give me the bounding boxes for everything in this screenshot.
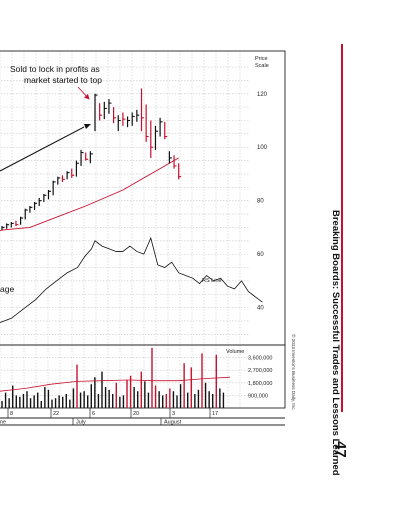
- volume-bars: [1, 347, 225, 408]
- price-bars: [1, 88, 182, 231]
- volume-moving-average: [0, 376, 231, 392]
- price-bar: [66, 171, 70, 180]
- price-tick-labels: 120 100 80 60 40: [257, 92, 268, 312]
- annotation-line-1: Sold to lock in profits as: [10, 64, 100, 74]
- price-bar: [24, 208, 28, 220]
- month-label: August: [164, 420, 182, 426]
- volume-tick-labels: 3,600,000 2,700,000 1,800,000 900,000: [248, 356, 272, 400]
- price-bar: [117, 115, 121, 132]
- price-tick-label: 120: [257, 92, 268, 98]
- price-bar: [71, 168, 75, 178]
- price-bar: [1, 226, 5, 231]
- rs-line-label: RS Line: [202, 278, 222, 284]
- annotation-line-2: market started to top: [24, 75, 102, 85]
- price-bar: [108, 99, 112, 114]
- price-bar: [159, 117, 163, 137]
- volume-tick-label: 1,800,000: [248, 381, 272, 387]
- volume-tick-label: 3,600,000: [248, 356, 272, 362]
- trend-line-left: [0, 126, 85, 172]
- price-tick-label: 40: [257, 306, 264, 312]
- price-bar: [38, 198, 42, 207]
- rs-line: [0, 236, 263, 324]
- price-bar: [6, 223, 10, 229]
- price-bar: [94, 93, 98, 132]
- date-tick-label: 20: [133, 411, 139, 417]
- date-tick-label: 22: [53, 411, 59, 417]
- price-bar: [164, 121, 168, 140]
- stock-chart: Price Scale 120 100 80 60 40 RS Line Sold to…: [0, 50, 286, 426]
- price-grid: [0, 51, 250, 345]
- moving-average-line: [0, 157, 179, 232]
- month-labels: ne July August: [0, 418, 182, 426]
- price-bar: [99, 103, 103, 121]
- price-bar: [131, 112, 135, 126]
- price-bar: [75, 160, 79, 177]
- volume-label: Volume: [226, 349, 244, 355]
- price-panel-frame: [0, 50, 286, 346]
- copyright-notice: © 2013 Investor's Business Daily, Inc.: [291, 334, 296, 411]
- page-number: 47: [332, 441, 349, 458]
- date-tick-label: 17: [212, 411, 218, 417]
- price-bar: [145, 104, 149, 142]
- date-tick-label: 8: [10, 411, 13, 417]
- price-tick-label: 60: [257, 252, 264, 258]
- price-bar: [61, 175, 65, 182]
- price-bar: [10, 222, 14, 228]
- volume-tick-label: 2,700,000: [248, 368, 272, 374]
- running-title: Breaking Boards: Successful Trades and L…: [330, 210, 341, 476]
- volume-tick-label: 900,000: [248, 393, 268, 399]
- page-accent-rule: [341, 44, 343, 412]
- annotation-left: age: [0, 284, 14, 294]
- month-label: ne: [0, 420, 6, 426]
- date-tick-label: 3: [172, 411, 175, 417]
- trend-arrowhead: [84, 124, 91, 129]
- price-bar: [103, 101, 107, 120]
- price-bar: [126, 116, 131, 128]
- price-bar: [15, 220, 19, 227]
- price-bar: [140, 88, 144, 132]
- price-bar: [85, 152, 89, 161]
- price-bar: [154, 125, 158, 150]
- price-bar: [168, 151, 172, 164]
- price-bar: [80, 149, 84, 166]
- month-label: July: [76, 420, 86, 426]
- price-tick-label: 100: [257, 145, 268, 151]
- sell-arrow: [77, 86, 90, 100]
- price-bar: [112, 107, 117, 124]
- price-bar: [47, 189, 51, 200]
- price-bar: [57, 176, 61, 185]
- price-bar: [122, 112, 126, 126]
- price-bar: [29, 206, 33, 213]
- price-bar: [20, 216, 24, 225]
- price-scale-label-2: Scale: [255, 63, 269, 69]
- price-bar: [43, 193, 47, 203]
- date-tick-labels: 8 22 6 20 3 17: [7, 408, 218, 418]
- price-bar: [136, 109, 140, 122]
- price-bar: [150, 120, 154, 158]
- price-bar: [178, 163, 182, 180]
- price-bar: [33, 202, 38, 211]
- date-tick-label: 6: [92, 411, 95, 417]
- price-bar: [173, 155, 177, 169]
- price-scale-label-1: Price: [255, 56, 268, 62]
- price-bar: [52, 180, 56, 196]
- price-tick-label: 80: [257, 199, 264, 205]
- price-bar: [89, 151, 93, 164]
